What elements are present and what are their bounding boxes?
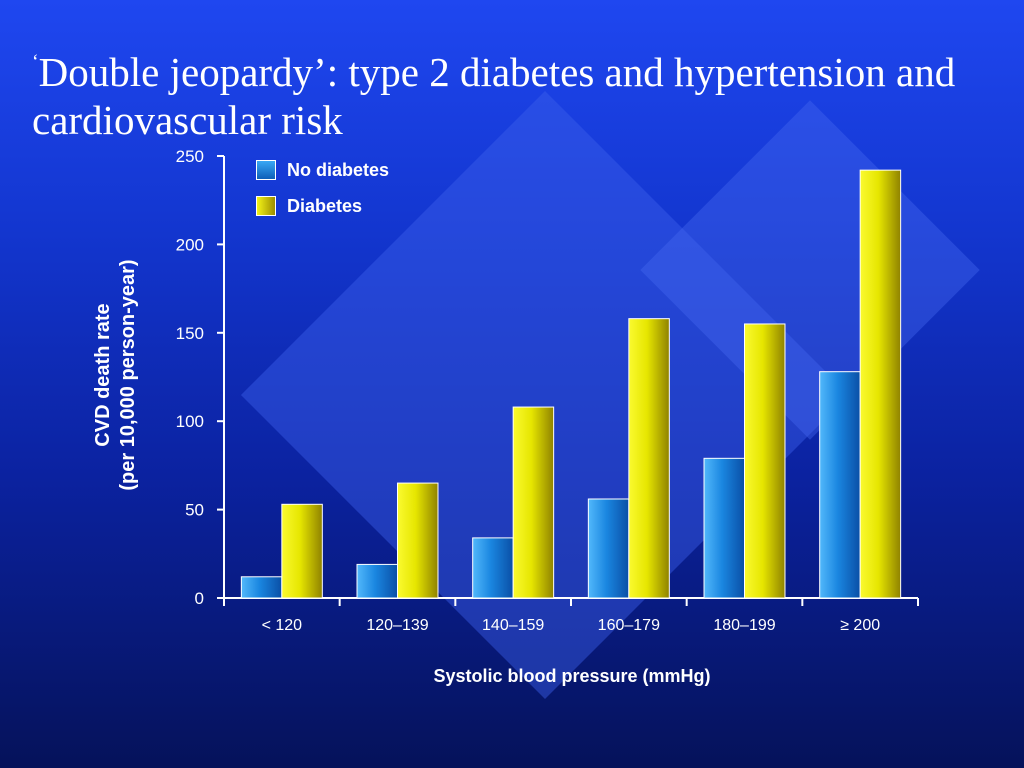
chart-tick-labels: 0 50 100 150 200 250 < 120 120–139 140–159 160–17…: [176, 147, 881, 634]
y-tick-label: 0: [195, 589, 204, 608]
title-text: Double jeopardy’: type 2 diabetes and hy…: [32, 49, 956, 143]
y-axis-label-line1: CVD death rate: [92, 303, 114, 447]
y-tick-label: 150: [176, 324, 204, 343]
y-tick-label: 100: [176, 412, 204, 431]
bar-no-diabetes: [703, 457, 745, 599]
bar-no-diabetes: [356, 563, 398, 599]
title-open-quote: ‘: [32, 51, 39, 73]
bar-diabetes: [628, 318, 670, 599]
x-tick-label: < 120: [262, 617, 303, 634]
bar-diabetes: [859, 169, 902, 599]
slide-title: ‘Double jeopardy’: type 2 diabetes and h…: [32, 38, 1002, 144]
bar-diabetes: [512, 406, 555, 599]
x-tick-label: 180–199: [713, 617, 775, 634]
x-axis-label: Systolic blood pressure (mmHg): [433, 666, 711, 686]
bar-no-diabetes: [240, 576, 283, 599]
y-tick-label: 200: [176, 235, 204, 254]
y-axis-label-line2: (per 10,000 person-year): [117, 259, 139, 491]
legend-item-diabetes: Diabetes: [256, 188, 389, 224]
x-tick-label: 140–159: [482, 617, 544, 634]
bar-no-diabetes: [587, 498, 630, 599]
legend-swatch-no-diabetes: [256, 160, 276, 180]
bar-no-diabetes: [819, 371, 861, 599]
legend-item-no-diabetes: No diabetes: [256, 152, 389, 188]
chart-legend: No diabetes Diabetes: [256, 152, 389, 224]
legend-label-no-diabetes: No diabetes: [287, 159, 390, 180]
legend-label-diabetes: Diabetes: [287, 195, 363, 216]
chart-axes: [217, 155, 919, 606]
legend-swatch-diabetes: [256, 196, 276, 216]
x-tick-label: ≥ 200: [840, 617, 880, 634]
bar-diabetes: [397, 482, 439, 599]
x-tick-label: 120–139: [366, 617, 428, 634]
bar-diabetes: [281, 503, 323, 599]
bar-diabetes: [744, 323, 786, 599]
y-tick-label: 50: [185, 501, 204, 520]
bar-no-diabetes: [472, 537, 514, 599]
y-axis-label: CVD death rate (per 10,000 person-year): [91, 195, 141, 555]
y-tick-label: 250: [176, 147, 204, 166]
chart-bars: [240, 169, 902, 599]
x-tick-label: 160–179: [598, 617, 660, 634]
